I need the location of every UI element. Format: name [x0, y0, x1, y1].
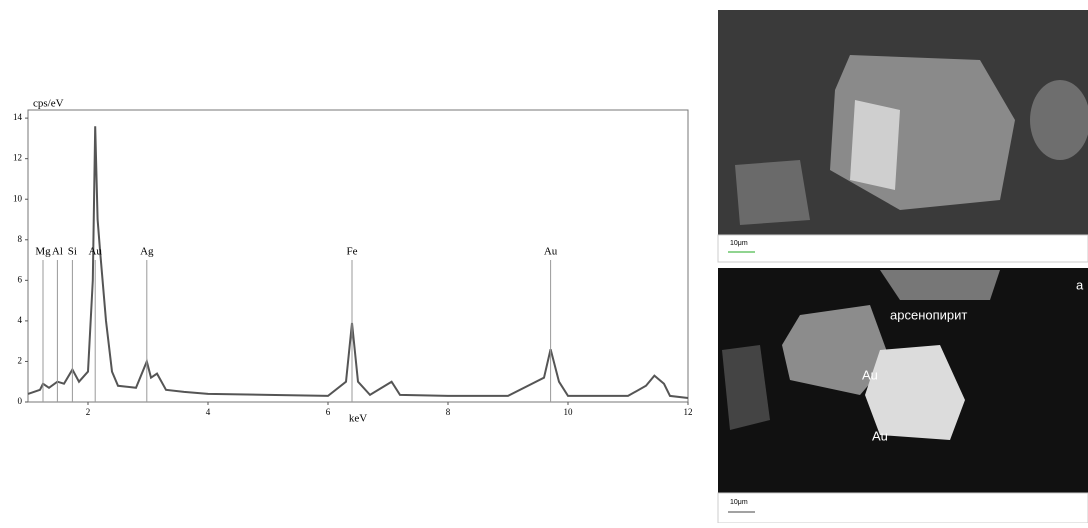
particle: [1030, 80, 1088, 160]
scale-label: 10μm: [730, 240, 748, 247]
y-tick-label: 6: [18, 274, 23, 284]
mineral-label: Au: [872, 428, 888, 443]
particle: [735, 160, 810, 225]
y-tick-label: 8: [18, 234, 23, 244]
peak-label: Fe: [347, 246, 358, 258]
figure: cps/eV keV 10μm арсенопирит Au Au a 10μm…: [0, 0, 1088, 523]
mineral-label: Au: [862, 367, 878, 382]
panel-label: a: [1076, 277, 1084, 292]
y-tick-label: 2: [18, 356, 23, 366]
scale-label: 10μm: [730, 499, 748, 506]
y-tick-label: 10: [13, 193, 23, 203]
x-tick-label: 2: [86, 407, 91, 417]
y-tick-label: 14: [13, 112, 23, 122]
sem-image-bottom: арсенопирит Au Au a 10μm: [718, 268, 1088, 523]
peak-label: Al: [52, 246, 63, 258]
x-tick-label: 12: [684, 407, 693, 417]
plot-frame: [28, 110, 688, 402]
y-axis-label: cps/eV: [33, 98, 64, 110]
peak-label: Ag: [140, 246, 154, 258]
particle: [850, 100, 900, 190]
x-tick-label: 6: [326, 407, 331, 417]
peak-label: Au: [544, 246, 558, 258]
peak-label: Si: [68, 246, 77, 258]
peak-label: Mg: [35, 246, 51, 258]
x-tick-label: 10: [564, 407, 574, 417]
particle: [880, 270, 1000, 300]
y-tick-label: 4: [18, 315, 23, 325]
x-tick-label: 4: [206, 407, 211, 417]
y-tick-label: 12: [13, 153, 22, 163]
mineral-label: арсенопирит: [890, 307, 967, 322]
x-tick-label: 8: [446, 407, 451, 417]
spectrum: [28, 126, 688, 398]
x-axis-label: keV: [349, 413, 367, 425]
y-tick-label: 0: [18, 396, 23, 406]
info-bar: [718, 493, 1088, 523]
peak-label: Au: [88, 246, 102, 258]
sem-image-top: 10μm: [718, 10, 1088, 262]
info-bar: [718, 235, 1088, 262]
